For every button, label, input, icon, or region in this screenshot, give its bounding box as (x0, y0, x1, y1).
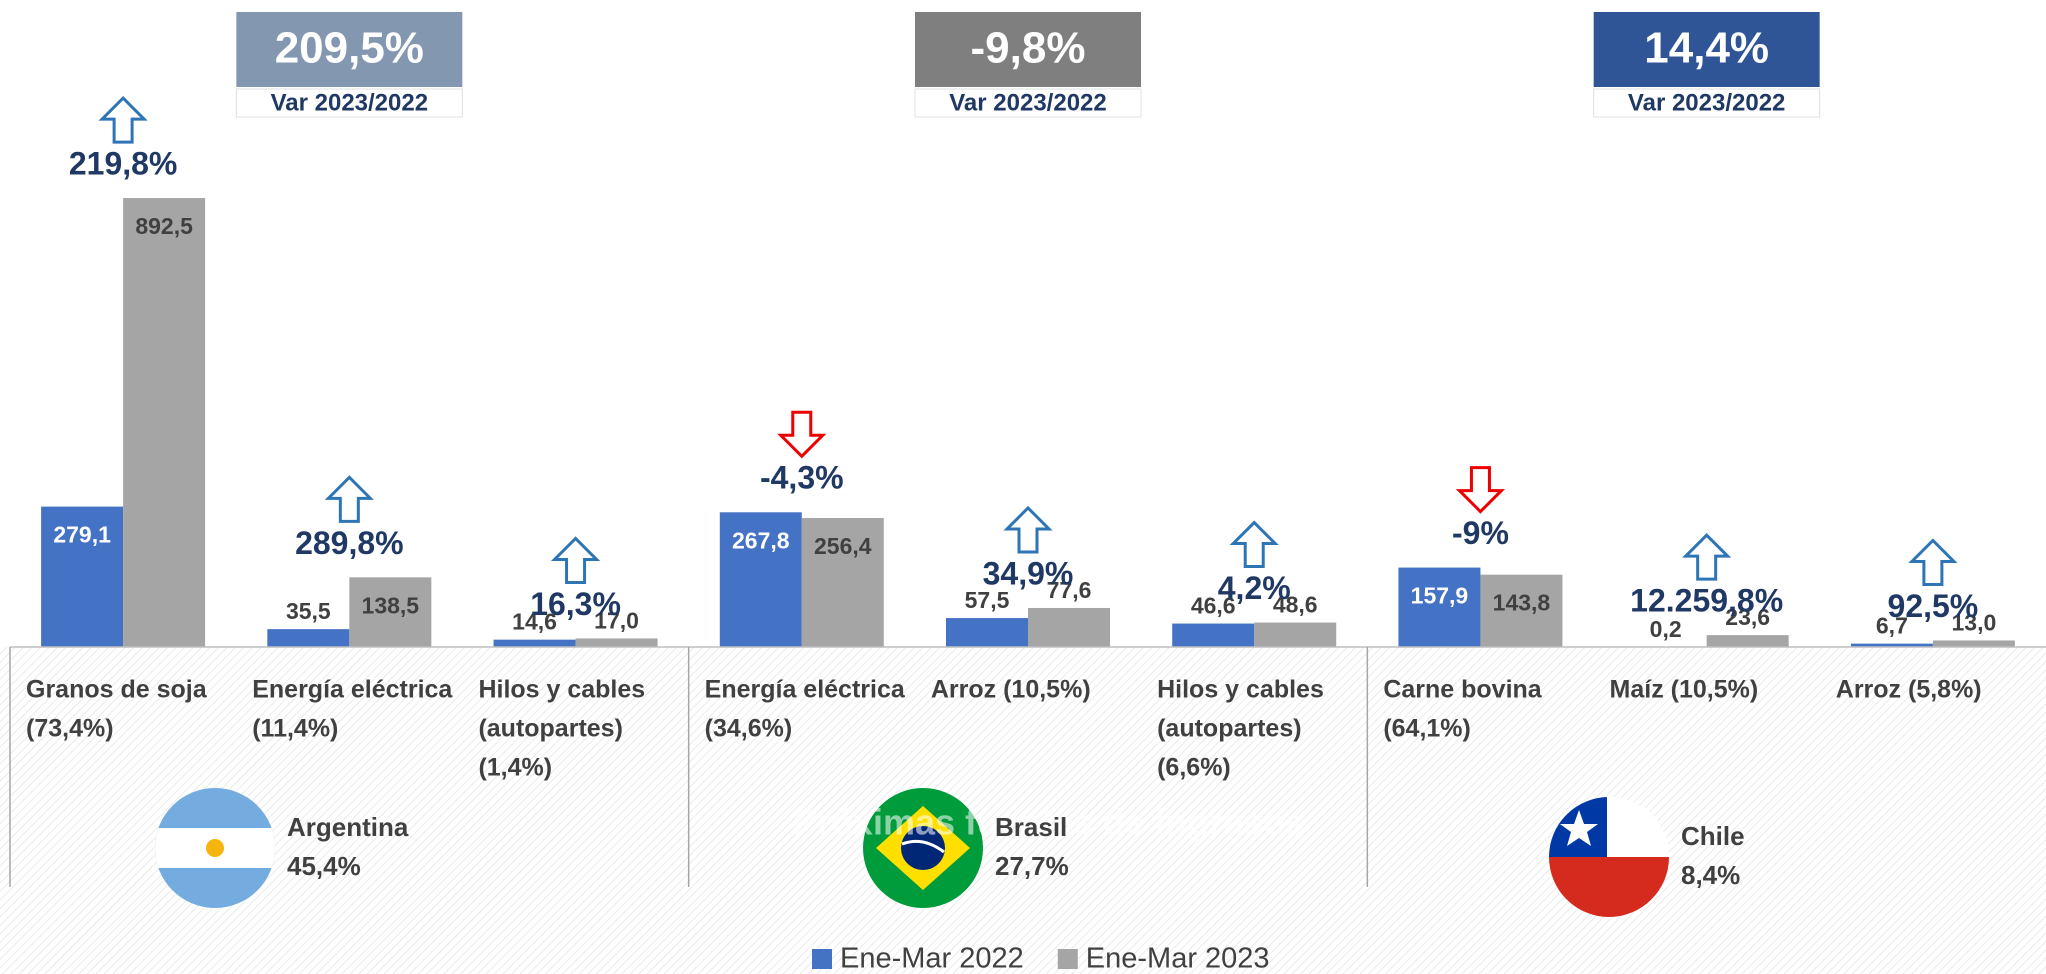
category-label: (11,4%) (252, 715, 338, 743)
category-label: (73,4%) (26, 715, 114, 743)
bar (575, 638, 658, 647)
category-label: (autopartes) (1157, 715, 1301, 743)
change-label: -4,3% (760, 460, 844, 496)
category-label: Hilos y cables (478, 676, 645, 704)
category-label: (1,4%) (478, 754, 552, 782)
value-label: 23,6 (1725, 604, 1770, 630)
country-name: Brasil (995, 812, 1067, 842)
variation-subbox (1593, 88, 1821, 118)
category-label: Energía eléctrica (252, 676, 453, 704)
variation-caption: Var 2023/2022 (1628, 89, 1786, 116)
category-label: Carne bovina (1383, 676, 1542, 704)
variation-value: 14,4% (1644, 24, 1769, 73)
category-label: (64,1%) (1383, 715, 1471, 743)
change-label: -9% (1452, 515, 1509, 551)
variation-caption: Var 2023/2022 (949, 89, 1107, 116)
change-label: 289,8% (295, 525, 404, 561)
country-share: 27,7% (995, 851, 1069, 881)
category-label: (autopartes) (478, 715, 622, 743)
category-label: Energía eléctrica (705, 676, 906, 704)
value-label: 57,5 (965, 587, 1010, 613)
change-label: 92,5% (1888, 588, 1979, 624)
value-label: 279,1 (53, 522, 111, 548)
variation-box (915, 12, 1141, 87)
country-name: Argentina (287, 812, 409, 842)
bar (1932, 640, 2015, 647)
value-label: 138,5 (362, 592, 420, 618)
value-label: 0,2 (1650, 616, 1682, 642)
bar (1028, 607, 1110, 647)
value-label: 13,0 (1952, 610, 1997, 636)
value-label: 17,0 (594, 608, 639, 634)
legend-swatch (1057, 949, 1078, 969)
change-label: 219,8% (69, 146, 178, 182)
variation-subbox (914, 88, 1142, 118)
bar (1850, 643, 1933, 647)
country-share: 45,4% (287, 851, 361, 881)
bar (123, 198, 206, 647)
value-label: 77,6 (1047, 577, 1092, 603)
bar (1480, 574, 1563, 647)
change-arrow (1229, 520, 1279, 569)
change-arrow (1455, 466, 1506, 514)
bar (801, 518, 884, 647)
variation-box (236, 12, 463, 87)
change-label: 34,9% (983, 555, 1074, 591)
value-label: 48,6 (1273, 592, 1318, 618)
category-label: Granos de soja (26, 676, 208, 704)
value-label: 14,6 (512, 609, 557, 635)
country-share: 8,4% (1681, 860, 1740, 890)
change-arrow (550, 536, 601, 584)
category-label: Arroz (10,5%) (931, 676, 1091, 704)
bar (1172, 623, 1255, 647)
bar (349, 577, 432, 647)
change-arrow (1908, 538, 1958, 586)
bar (41, 506, 124, 647)
change-arrow (98, 95, 148, 144)
value-label: 267,8 (732, 527, 790, 553)
category-label: Hilos y cables (1157, 676, 1324, 704)
watermark: Próximas fuentes de ingresos (793, 802, 1305, 843)
legend-swatch (812, 949, 832, 969)
variation-value: 209,5% (275, 24, 424, 73)
bar (1254, 622, 1337, 647)
legend-label: Ene-Mar 2022 (840, 943, 1024, 974)
country-name: Chile (1681, 821, 1745, 851)
change-arrow (1003, 505, 1053, 554)
bar (719, 512, 802, 647)
flag-brasil (863, 788, 983, 908)
change-arrow (777, 410, 827, 459)
value-label: 35,5 (286, 598, 331, 624)
category-label: (6,6%) (1157, 754, 1231, 782)
category-label: Arroz (5,8%) (1836, 676, 1982, 704)
category-label: (34,6%) (705, 715, 793, 743)
value-label: 143,8 (1493, 590, 1551, 616)
bar (493, 639, 576, 647)
value-label: 892,5 (135, 213, 193, 239)
value-label: 157,9 (1411, 583, 1469, 609)
legend-label: Ene-Mar 2023 (1086, 943, 1270, 974)
change-label: 12.259,8% (1630, 583, 1783, 619)
variation-caption: Var 2023/2022 (271, 89, 429, 116)
change-label: 4,2% (1218, 570, 1291, 606)
bar (1706, 635, 1789, 647)
bar (1398, 567, 1481, 647)
variation-subbox (235, 88, 463, 118)
bar (946, 618, 1028, 647)
value-label: 256,4 (814, 533, 872, 559)
bar (267, 629, 350, 647)
value-label: 46,6 (1191, 593, 1236, 619)
variation-box (1593, 12, 1820, 87)
change-arrow (1682, 533, 1732, 581)
flag-argentina (155, 788, 275, 908)
hatch-background (0, 647, 2046, 974)
change-label: 16,3% (530, 586, 621, 622)
category-label: Maíz (10,5%) (1610, 676, 1759, 704)
change-arrow (324, 475, 374, 523)
value-label: 6,7 (1876, 613, 1908, 639)
variation-value: -9,8% (971, 24, 1086, 73)
